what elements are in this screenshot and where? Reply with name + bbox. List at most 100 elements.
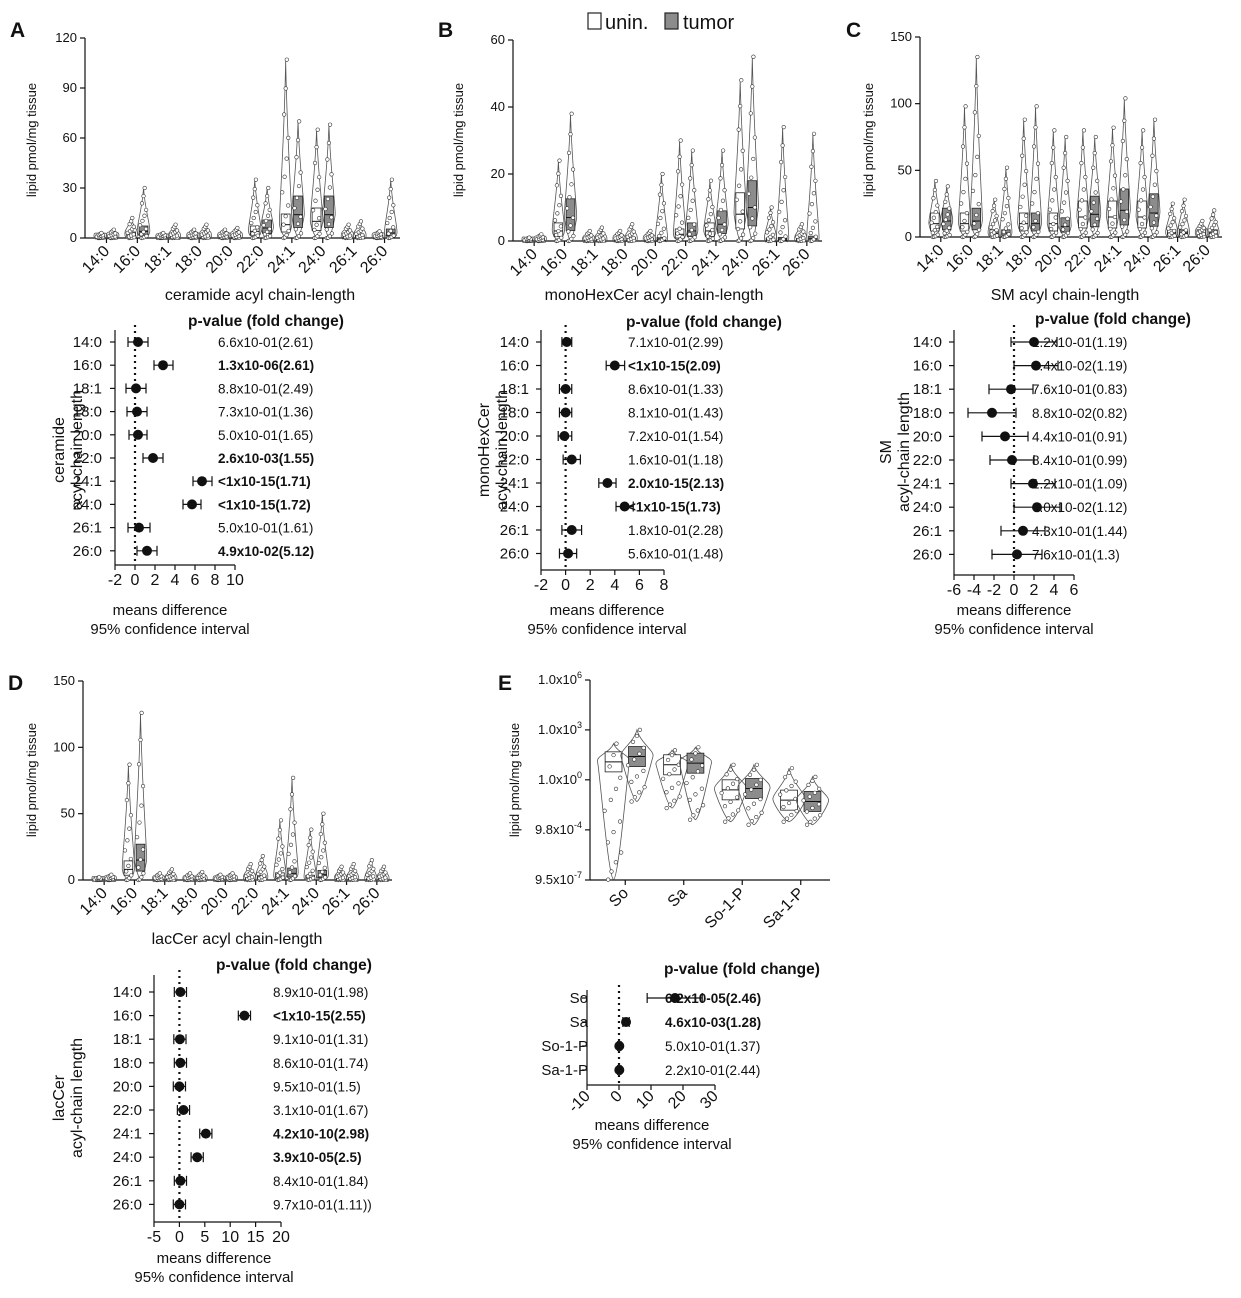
data-point xyxy=(1123,173,1128,178)
data-point xyxy=(140,847,146,852)
y-tick-label: 0 xyxy=(905,229,912,244)
data-point xyxy=(236,230,241,235)
data-point xyxy=(1065,230,1071,236)
data-point xyxy=(1168,223,1173,228)
violin-tumor-So-1-P xyxy=(737,763,771,826)
data-point xyxy=(813,234,818,239)
data-point xyxy=(613,860,618,865)
data-point xyxy=(1054,230,1059,235)
data-point xyxy=(570,215,576,220)
data-point xyxy=(1034,104,1039,109)
data-point xyxy=(721,148,726,153)
pvalue-text: 4.4x10-01(0.91) xyxy=(1032,429,1127,444)
data-point xyxy=(248,861,253,867)
data-point xyxy=(960,144,966,149)
data-point xyxy=(1049,226,1054,232)
data-point xyxy=(807,794,812,799)
x-tick-label: 18:0 xyxy=(172,243,206,277)
data-point xyxy=(1095,230,1100,236)
data-point xyxy=(718,207,724,213)
data-point xyxy=(1003,176,1009,181)
data-point xyxy=(280,867,285,872)
data-point xyxy=(811,131,817,136)
data-point xyxy=(770,232,776,237)
data-point xyxy=(1182,218,1187,223)
data-point xyxy=(127,762,132,767)
data-point xyxy=(738,104,743,109)
mean-point xyxy=(563,548,574,559)
data-point xyxy=(188,871,193,876)
data-point xyxy=(128,813,134,818)
data-point xyxy=(316,860,322,866)
data-point xyxy=(658,215,663,221)
data-point xyxy=(1020,153,1025,158)
data-point xyxy=(138,857,143,862)
data-point xyxy=(1077,207,1082,212)
x-tick-label: 14:0 xyxy=(914,242,948,276)
mean-point xyxy=(560,384,571,394)
data-point xyxy=(741,232,746,237)
data-point xyxy=(1112,214,1117,220)
data-point xyxy=(706,218,711,223)
data-point xyxy=(1001,229,1006,234)
data-point xyxy=(139,803,144,808)
data-point xyxy=(601,231,606,236)
data-point xyxy=(781,805,786,810)
data-point xyxy=(351,861,356,867)
data-point xyxy=(661,201,667,206)
data-point xyxy=(674,213,679,218)
data-point xyxy=(719,790,724,796)
data-point xyxy=(144,207,149,213)
data-point xyxy=(726,816,731,821)
mean-point xyxy=(175,987,186,997)
data-point xyxy=(723,819,728,824)
data-point xyxy=(1150,153,1155,158)
data-point xyxy=(275,873,280,878)
mean-point xyxy=(1012,549,1022,560)
forest-x-title-1: means difference xyxy=(157,1250,272,1267)
data-point xyxy=(235,225,240,231)
data-point xyxy=(276,857,281,862)
pvalue-text: 3.9x10-05(2.5) xyxy=(273,1150,362,1165)
data-point xyxy=(566,229,571,234)
data-point xyxy=(1211,212,1216,217)
data-point xyxy=(125,838,130,843)
data-point xyxy=(320,869,325,874)
data-point xyxy=(975,231,980,237)
data-point xyxy=(642,785,647,790)
data-point xyxy=(1166,226,1171,231)
box-unin.-24:1 xyxy=(280,213,291,233)
data-point xyxy=(249,220,254,226)
data-point xyxy=(693,751,698,756)
data-point xyxy=(696,745,701,750)
x-tick-label: 14:0 xyxy=(77,885,111,919)
x-tick-label: 16:0 xyxy=(537,246,571,280)
data-point xyxy=(1136,207,1141,212)
data-point xyxy=(1091,165,1096,170)
panel-letter-E: E xyxy=(498,672,512,695)
y-tick-label: 0 xyxy=(68,872,75,887)
data-point xyxy=(657,233,662,239)
forest-x-tick-label: 0 xyxy=(131,572,140,589)
data-point xyxy=(1003,226,1009,231)
pvalue-text: 8.8x10-01(2.49) xyxy=(218,381,313,396)
mean-point xyxy=(559,431,570,441)
row-label: 18:1 xyxy=(500,381,529,398)
data-point xyxy=(735,226,741,232)
panel-B-distribution-plot: 0 20 40 60 lipid pmol/mg tissue 14:016:018:11… xyxy=(451,32,822,304)
row-label: 22:0 xyxy=(913,452,942,469)
data-point xyxy=(1063,222,1068,227)
data-point xyxy=(249,874,255,880)
data-point xyxy=(994,233,1000,238)
data-point xyxy=(817,813,823,818)
row-label: 20:0 xyxy=(113,1078,142,1095)
mean-point xyxy=(602,478,613,488)
data-point xyxy=(688,176,693,181)
box-unin.-16:0 xyxy=(123,860,134,876)
data-point xyxy=(340,875,346,880)
data-point xyxy=(992,218,998,223)
data-point xyxy=(556,229,561,234)
data-point xyxy=(689,757,694,762)
data-point xyxy=(192,227,197,232)
data-point xyxy=(326,140,332,146)
